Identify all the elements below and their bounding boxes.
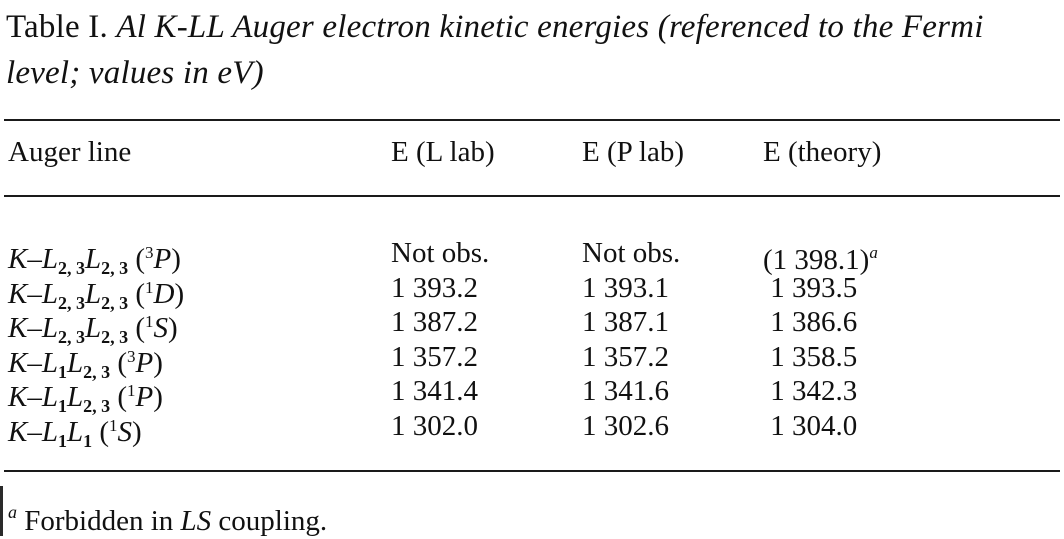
l-lab-value: 1 302.0 xyxy=(391,409,478,442)
theory-value: 1 304.0 xyxy=(770,409,858,442)
auger-line-cell: K–L2, 3L2, 3 (1D) xyxy=(8,277,185,313)
header-e-p-lab: E (P lab) xyxy=(582,136,685,168)
auger-line-cell: K–L1L2, 3 (3P) xyxy=(8,346,163,382)
footnote-text-end: coupling. xyxy=(218,505,328,537)
table-row: K–L1L2, 3 (3P) 1 357.2 1 357.2 1 358.5 xyxy=(0,340,1064,382)
footnote-term: LS xyxy=(180,505,212,537)
l-lab-value: 1 393.2 xyxy=(391,271,478,304)
auger-line-cell: K–L2, 3L2, 3 (3P) xyxy=(8,243,181,278)
p-lab-value: 1 341.6 xyxy=(582,375,669,407)
theory-value: 1 386.6 xyxy=(770,306,858,338)
table-row: K–L2, 3L2, 3 (3P) Not obs. Not obs. (1 3… xyxy=(0,236,1064,278)
header-e-theory: E (theory) xyxy=(763,136,882,168)
table-row: K–L2, 3L2, 3 (1S) 1 387.2 1 387.1 1 386.… xyxy=(0,305,1064,347)
l-lab-value: 1 357.2 xyxy=(391,340,478,373)
bottom-rule xyxy=(4,470,1060,472)
header-e-l-lab: E (L lab) xyxy=(391,136,495,168)
header-auger-line: Auger line xyxy=(8,136,132,168)
l-lab-value: 1 341.4 xyxy=(391,375,478,407)
footnote-marker: a xyxy=(8,502,17,522)
scan-edge-mark xyxy=(0,486,3,536)
table-row: K–L1L2, 3 (1P) 1 341.4 1 341.6 1 342.3 xyxy=(0,374,1064,416)
table-footnote: a Forbidden in LS coupling. xyxy=(8,494,327,539)
table-title: Al K-LL Auger electron kinetic energies … xyxy=(6,9,984,91)
table-caption: Table I. Al K-LL Auger electron kinetic … xyxy=(6,4,1061,96)
p-lab-value: 1 393.1 xyxy=(582,271,669,304)
theory-value: (1 398.1)a xyxy=(763,243,878,276)
auger-line-cell: K–L1L1 (1S) xyxy=(8,415,142,451)
theory-value: 1 393.5 xyxy=(770,271,858,304)
footnote-marker: a xyxy=(869,243,878,262)
table-header-row: Auger line E (L lab) E (P lab) E (theory… xyxy=(0,136,1064,176)
table-row: K–L1L1 (1S) 1 302.0 1 302.6 1 304.0 xyxy=(0,409,1064,451)
p-lab-value: 1 387.1 xyxy=(582,306,669,338)
footnote-text: Forbidden in xyxy=(24,505,174,537)
p-lab-value: 1 302.6 xyxy=(582,409,669,442)
p-lab-value: 1 357.2 xyxy=(582,340,669,373)
table-body: K–L2, 3L2, 3 (3P) Not obs. Not obs. (1 3… xyxy=(0,236,1064,451)
theory-value: 1 358.5 xyxy=(770,340,858,373)
table-row: K–L2, 3L2, 3 (1D) 1 393.2 1 393.1 1 393.… xyxy=(0,271,1064,313)
auger-line-cell: K–L2, 3L2, 3 (1S) xyxy=(8,312,178,347)
table-label: Table I. xyxy=(6,9,108,45)
p-lab-value: Not obs. xyxy=(582,237,681,269)
top-rule xyxy=(4,119,1060,121)
auger-line-cell: K–L1L2, 3 (1P) xyxy=(8,381,163,416)
header-rule xyxy=(4,195,1060,197)
l-lab-value: 1 387.2 xyxy=(391,306,478,338)
theory-value: 1 342.3 xyxy=(770,375,858,407)
l-lab-value: Not obs. xyxy=(391,237,490,269)
